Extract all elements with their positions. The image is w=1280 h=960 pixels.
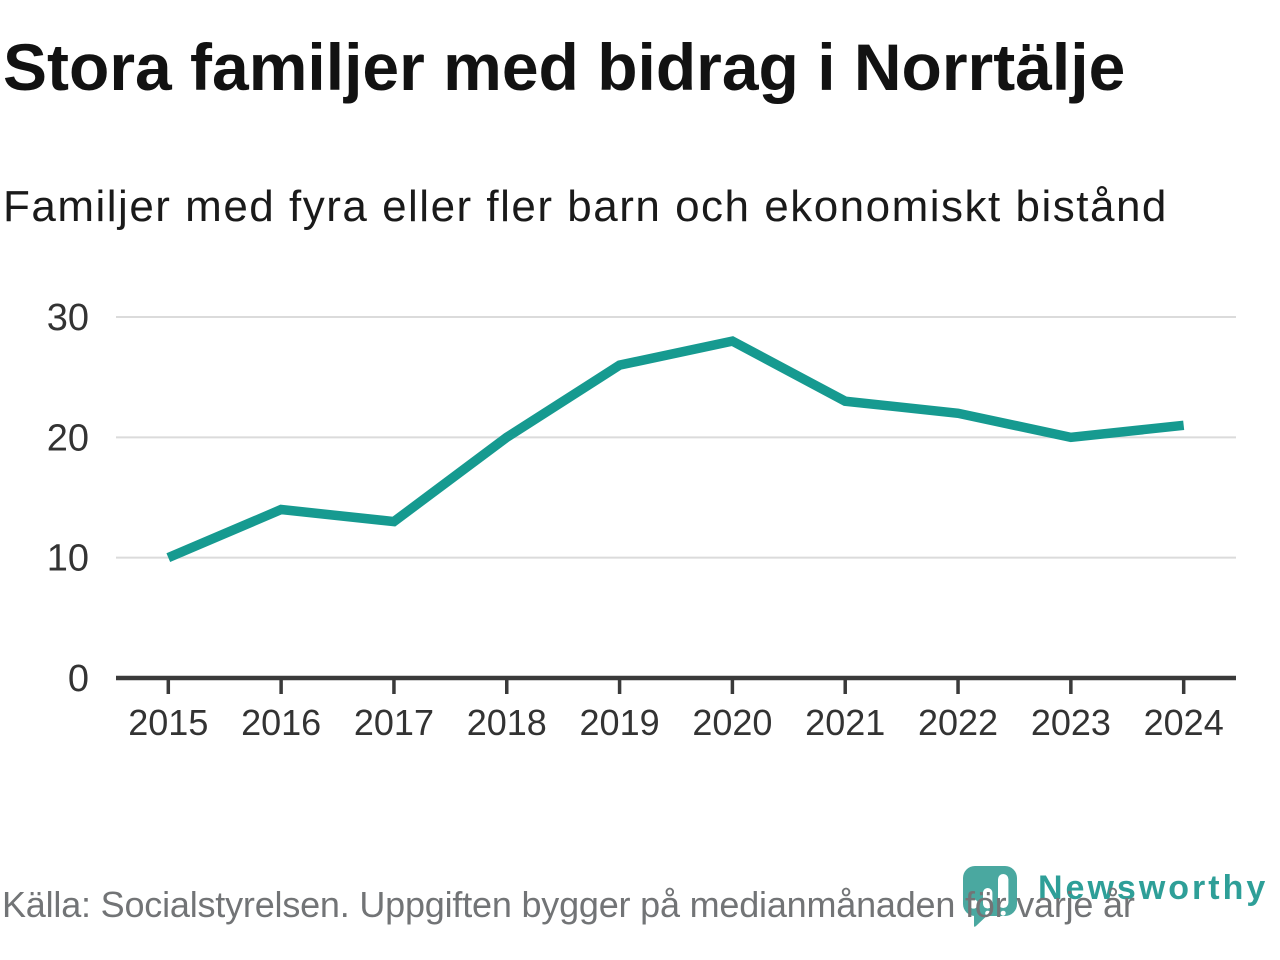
x-axis-label-2015: 2015 [128, 702, 208, 743]
y-axis-label-20: 20 [47, 417, 89, 459]
newsworthy-logo-text: Newsworthy [1038, 869, 1269, 907]
x-axis-label-2022: 2022 [918, 702, 998, 743]
x-axis-label-2016: 2016 [241, 702, 321, 743]
newsworthy-logo: Newsworthy [963, 866, 1280, 930]
logo-bar-tall [998, 874, 1009, 908]
x-axis-label-2023: 2023 [1031, 702, 1111, 743]
newsworthy-logo-icon [963, 866, 1017, 927]
y-axis-label-30: 30 [47, 297, 89, 339]
chart-subtitle: Familjer med fyra eller fler barn och ek… [3, 182, 1168, 231]
y-axis-label-0: 0 [68, 658, 89, 700]
chart-title: Stora familjer med bidrag i Norrtälje [3, 30, 1126, 104]
logo-dot-small-2 [1000, 910, 1006, 916]
x-axis-label-2021: 2021 [805, 702, 885, 743]
x-axis-label-2019: 2019 [580, 702, 660, 743]
data-line-series [166, 336, 1185, 563]
x-axis-label-2024: 2024 [1144, 702, 1224, 743]
y-axis-label-10: 10 [47, 538, 89, 580]
x-axis-label-2018: 2018 [467, 702, 547, 743]
logo-bar-medium [983, 888, 993, 909]
source-note: Källa: Socialstyrelsen. Uppgiften bygger… [2, 884, 1135, 925]
x-axis-label-2020: 2020 [692, 702, 772, 743]
x-axis-label-2017: 2017 [354, 702, 434, 743]
logo-dot-small-1 [985, 910, 991, 916]
logo-bar-dot [968, 899, 979, 909]
